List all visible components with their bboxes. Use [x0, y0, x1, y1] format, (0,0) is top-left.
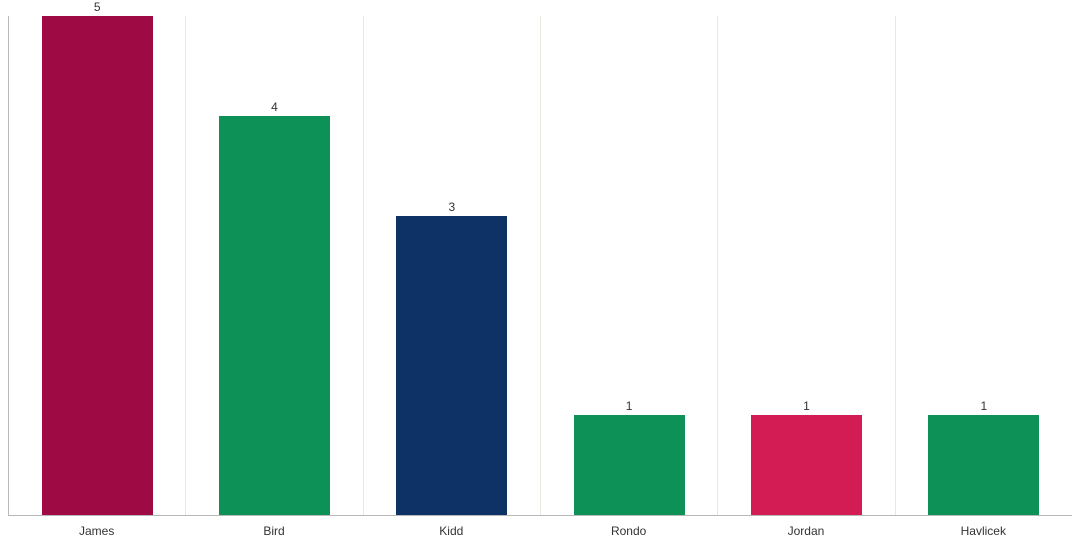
bar: 1 [751, 415, 862, 515]
x-axis-label: James [8, 524, 185, 538]
bar: 5 [42, 16, 153, 515]
bar: 4 [219, 116, 330, 515]
bar: 1 [928, 415, 1039, 515]
x-axis-labels: JamesBirdKiddRondoJordanHavlicek [8, 524, 1072, 538]
bar-value-label: 5 [42, 0, 153, 14]
bar-value-label: 1 [751, 399, 862, 413]
x-axis-label: Bird [185, 524, 362, 538]
bars-container: 543111 [9, 16, 1072, 515]
x-axis-label: Jordan [717, 524, 894, 538]
bar-slot: 1 [718, 16, 895, 515]
bar-chart: 543111 JamesBirdKiddRondoJordanHavlicek [0, 0, 1080, 544]
bar-value-label: 4 [219, 100, 330, 114]
x-axis-label: Kidd [363, 524, 540, 538]
plot-area: 543111 [8, 16, 1072, 516]
bar-slot: 4 [186, 16, 363, 515]
bar-slot: 3 [364, 16, 541, 515]
bar-slot: 1 [541, 16, 718, 515]
bar-slot: 5 [9, 16, 186, 515]
bar: 3 [396, 216, 507, 515]
bar-value-label: 1 [574, 399, 685, 413]
x-axis-label: Havlicek [895, 524, 1072, 538]
bar-value-label: 1 [928, 399, 1039, 413]
bar: 1 [574, 415, 685, 515]
x-axis-label: Rondo [540, 524, 717, 538]
bar-slot: 1 [896, 16, 1072, 515]
bar-value-label: 3 [396, 200, 507, 214]
